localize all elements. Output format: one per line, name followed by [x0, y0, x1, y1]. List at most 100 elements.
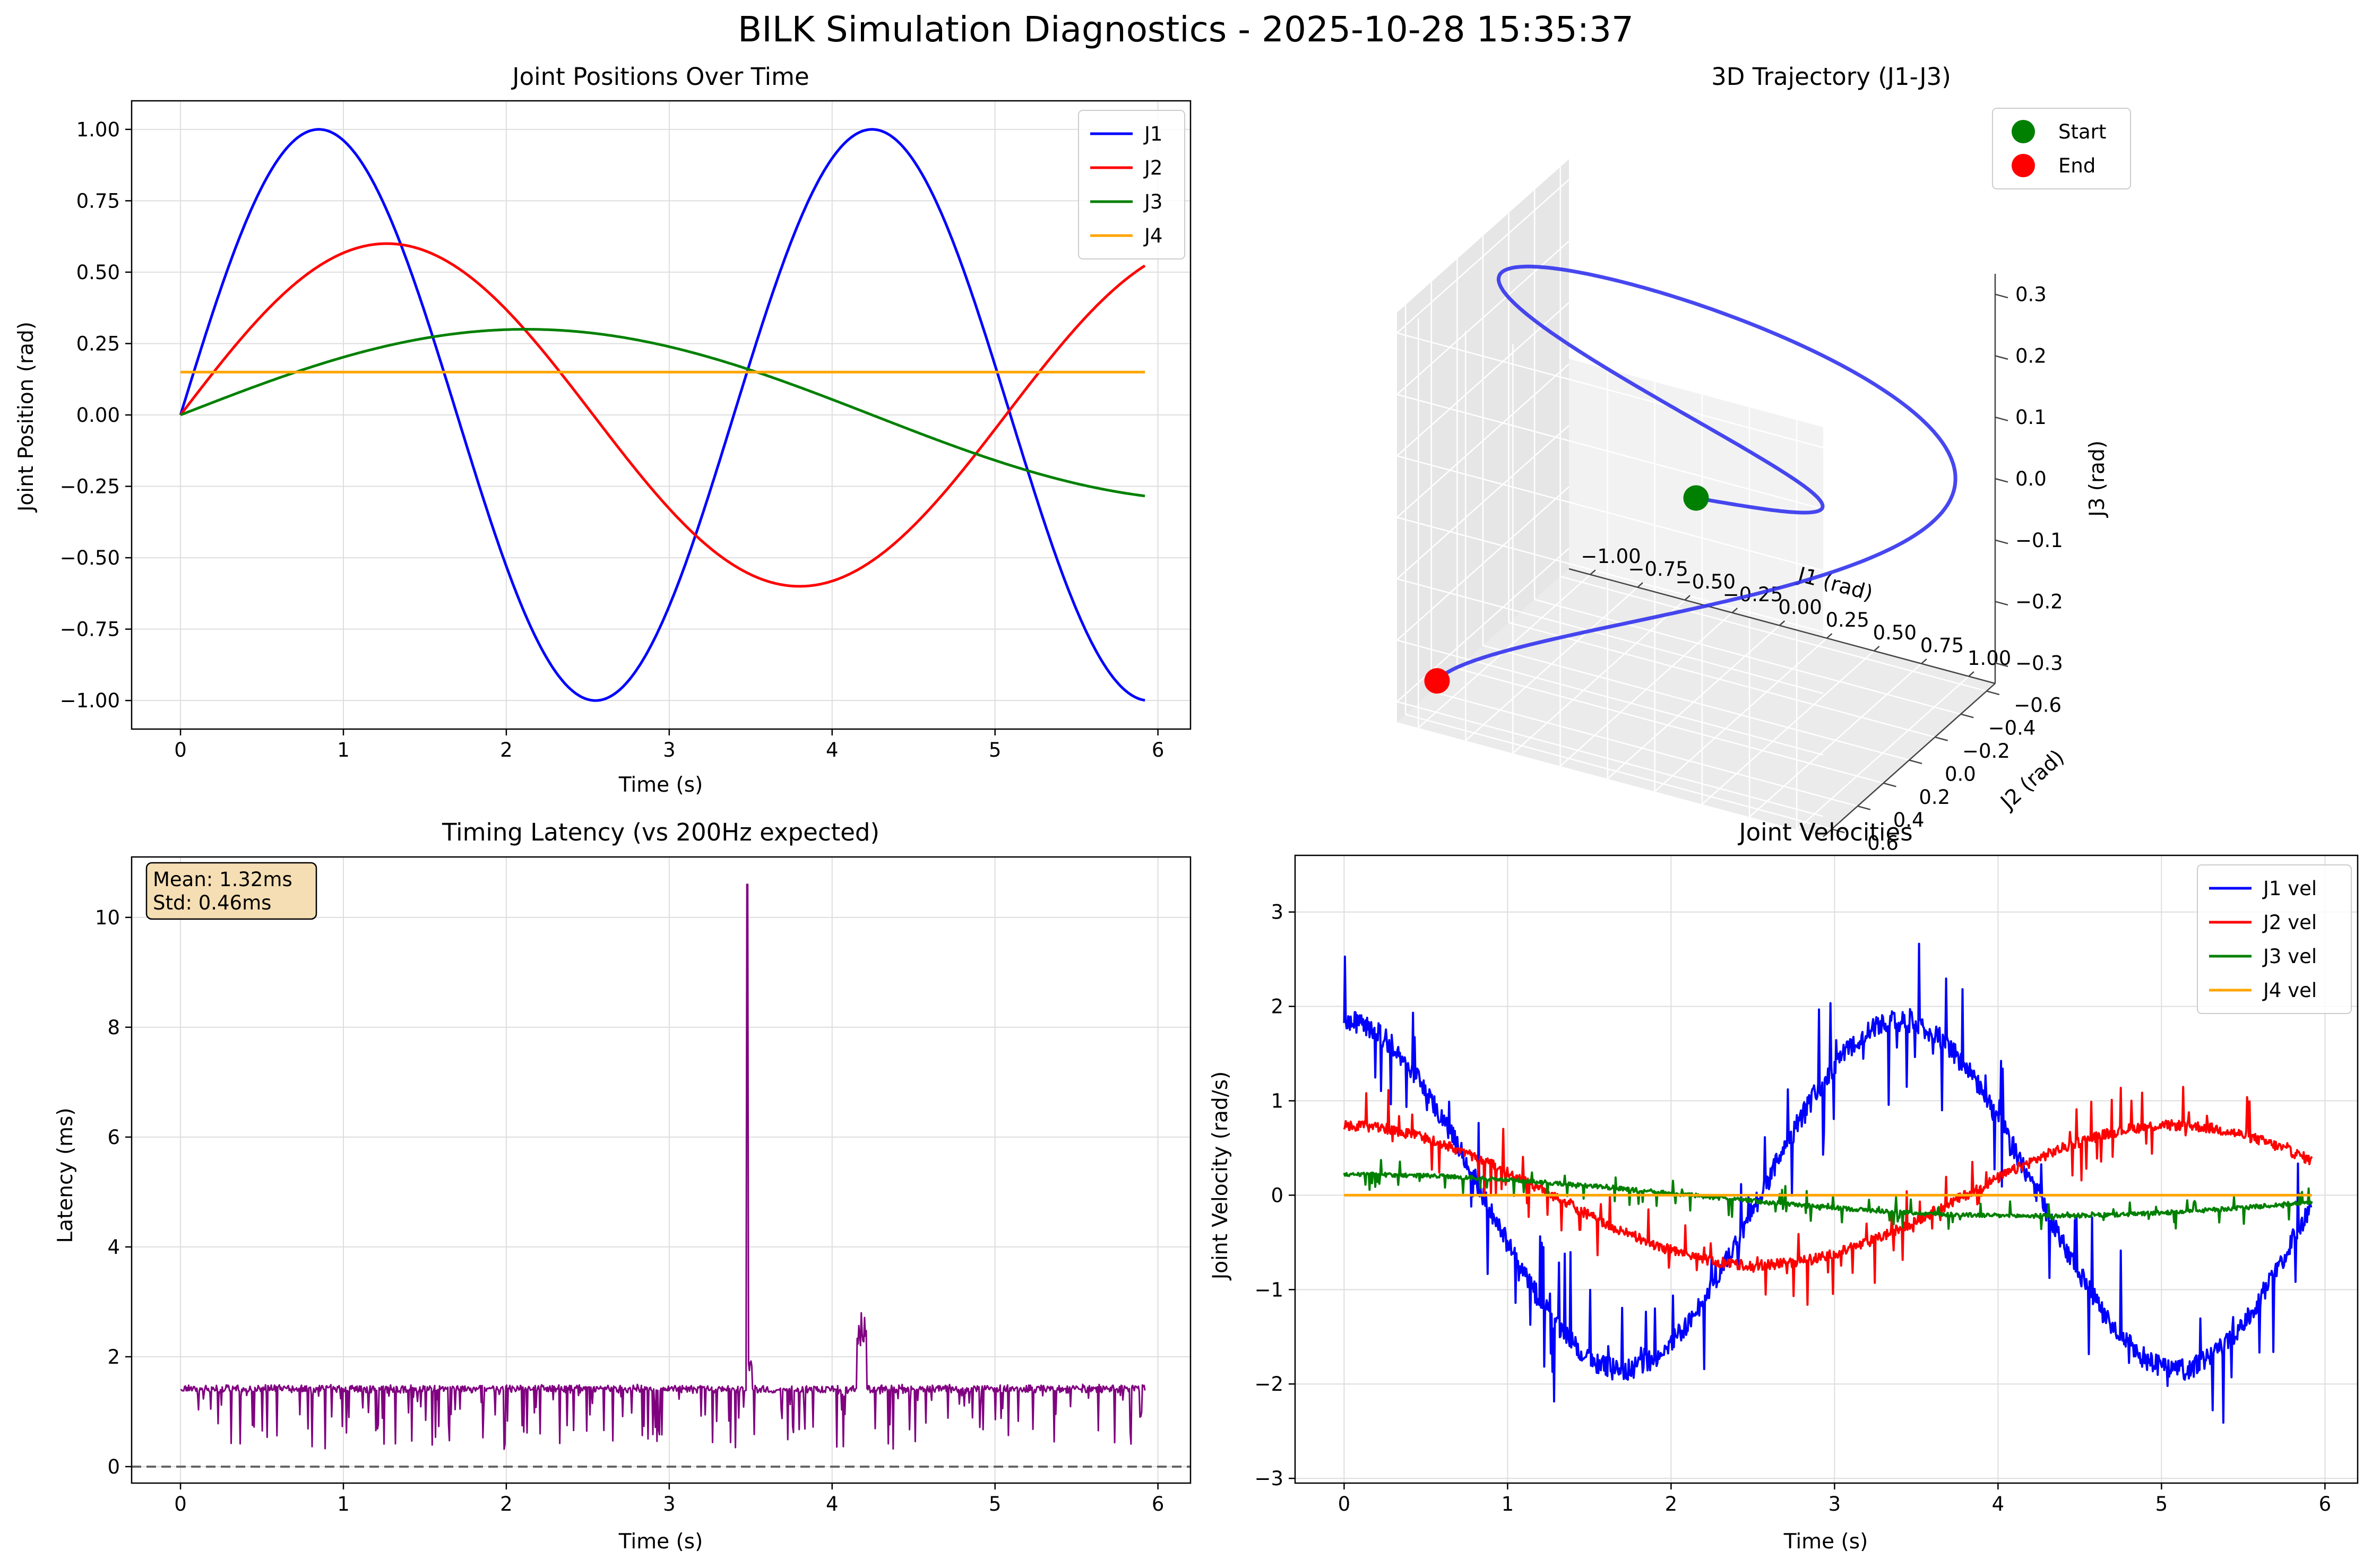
j1-tick-label: 0.75	[1920, 634, 1964, 657]
jp-series	[179, 128, 1146, 702]
grid3d-line	[1396, 332, 1824, 448]
lat-gridlines	[132, 857, 1191, 1483]
grid3d-line	[1396, 516, 1824, 633]
jp-xtick-label: 4	[826, 739, 839, 761]
grid3d-line	[1396, 425, 1569, 579]
joint-velocities-ylabel: Joint Velocity (rad/s)	[1209, 1071, 1232, 1281]
jp-ytick-label: 0.25	[76, 332, 120, 355]
jv-legend-label: J4 vel	[2262, 979, 2317, 1002]
trajectory-line	[1435, 264, 1957, 682]
timing-latency-xlabel: Time (s)	[618, 1530, 703, 1554]
jp-legend-label: J3	[1143, 190, 1162, 213]
jp-xtick-label: 3	[663, 739, 676, 761]
j3-tick	[1995, 601, 2008, 606]
jv-legend: J1 vel J2 vel J3 vel J4 vel	[2197, 864, 2352, 1014]
jv-ytick-label: 2	[1271, 995, 1283, 1018]
grid3d-line	[1396, 302, 1569, 457]
j3-tick-label: 0.1	[2015, 406, 2047, 429]
timing-latency-title: Timing Latency (vs 200Hz expected)	[442, 818, 879, 846]
lat-ytick-label: 2	[107, 1346, 120, 1368]
j2-tick-label: 0.6	[1867, 831, 1899, 854]
lat-frame	[131, 856, 1192, 1484]
traj-legend-label: Start	[2058, 120, 2106, 143]
jv-ytick-label: 0	[1271, 1184, 1283, 1207]
j1-tick-label: −0.50	[1676, 570, 1736, 593]
lat-ytick-label: 6	[107, 1126, 120, 1149]
jv-ytick-label: −2	[1254, 1373, 1283, 1396]
lat-line	[180, 883, 1146, 1450]
lat-stats-line: Mean: 1.32ms	[153, 868, 292, 891]
j1-tick	[1874, 646, 1880, 652]
jv-xtick-label: 3	[1828, 1493, 1841, 1515]
jv-legend-label: J3 vel	[2262, 945, 2317, 968]
grid3d	[1396, 167, 1987, 830]
grid3d-line	[1508, 621, 1935, 738]
lat-stats-bg	[145, 862, 317, 920]
traj-legend-marker	[2012, 120, 2035, 143]
j2-tick	[1909, 759, 1922, 765]
joint-positions-panel: Joint Positions Over Time Time (s) Joint…	[14, 63, 1192, 797]
j3-tick-label: 0.2	[2015, 344, 2047, 367]
jv-line-2	[1343, 1086, 2313, 1306]
jp-xtick-label: 1	[337, 739, 350, 761]
jv-xtick-label: 5	[2155, 1493, 2168, 1515]
jv-ytick-label: 1	[1271, 1090, 1283, 1113]
j1-tick-label: −1.00	[1581, 545, 1641, 568]
jp-legend: J1 J2 J3 J4	[1078, 110, 1185, 259]
joint-positions-ylabel: Joint Position (rad)	[14, 322, 38, 513]
lat-ytick-label: 8	[107, 1016, 120, 1039]
j2-tick	[1857, 805, 1871, 810]
joint-velocities-title: Joint Velocities	[1737, 818, 1912, 846]
j2-tick	[1831, 828, 1845, 834]
grid3d-line	[1482, 645, 1910, 761]
jp-line-j3	[180, 328, 1145, 498]
grid3d-line	[1396, 578, 1824, 695]
jp-xtick-label: 6	[1152, 739, 1165, 761]
j1-tick	[1826, 633, 1833, 639]
j3-tick	[1995, 293, 2008, 299]
jp-ytick-label: 0.75	[76, 189, 120, 212]
j3-tick	[1995, 416, 2008, 421]
jv-xtick-label: 6	[2319, 1493, 2332, 1515]
end-marker	[1424, 668, 1450, 694]
lat-ytick-label: 4	[107, 1236, 120, 1259]
j2-tick-label: −0.6	[2014, 694, 2062, 716]
grid3d-line	[1396, 455, 1824, 571]
jp-ytick-label: −0.25	[60, 475, 120, 498]
j2-tick	[1935, 736, 1948, 741]
j3-tick	[1995, 662, 2008, 668]
j3-tick-label: −0.3	[2015, 652, 2063, 674]
j3-tick-label: 0.0	[2015, 467, 2047, 490]
jv-xtick-label: 2	[1665, 1493, 1678, 1515]
j1-tick-label: 0.25	[1825, 609, 1869, 631]
lat-xtick-label: 4	[826, 1493, 839, 1515]
j1-tick	[1684, 595, 1690, 601]
jv-legend-box	[2197, 864, 2352, 1014]
lat-xtick-label: 1	[337, 1493, 350, 1515]
j3-tick-label: −0.1	[2015, 529, 2063, 552]
jv-xtick-label: 4	[1992, 1493, 2005, 1515]
axes3d: −1.00−0.75−0.50−0.250.000.250.500.751.00…	[1568, 274, 2063, 854]
j2-tick-label: 0.4	[1893, 809, 1925, 831]
j3-tick	[1995, 539, 2008, 544]
grid3d-line	[1396, 701, 1824, 817]
j1-tick	[1921, 659, 1927, 664]
jp-ytick-label: −0.50	[60, 547, 120, 569]
lat-xtick-label: 3	[663, 1493, 676, 1515]
j3-tick	[1995, 355, 2008, 360]
grid3d-line	[1396, 179, 1569, 334]
jv-line-1	[1343, 942, 2313, 1424]
j2-tick-label: −0.2	[1962, 740, 2010, 763]
lat-xtick-label: 2	[500, 1493, 513, 1515]
jp-ytick-label: 1.00	[76, 118, 120, 141]
jv-legend-label: J2 vel	[2262, 911, 2317, 934]
jp-ytick-label: −0.75	[60, 618, 120, 641]
jv-legend-label: J1 vel	[2262, 877, 2317, 900]
j2-tick-label: 0.2	[1919, 786, 1950, 809]
j2-tick-label: −0.4	[1988, 717, 2036, 740]
jv-ytick-label: −3	[1254, 1467, 1283, 1490]
grid3d-line	[1431, 690, 1858, 807]
jp-frame	[131, 100, 1192, 730]
jp-xtick-label: 2	[500, 739, 513, 761]
